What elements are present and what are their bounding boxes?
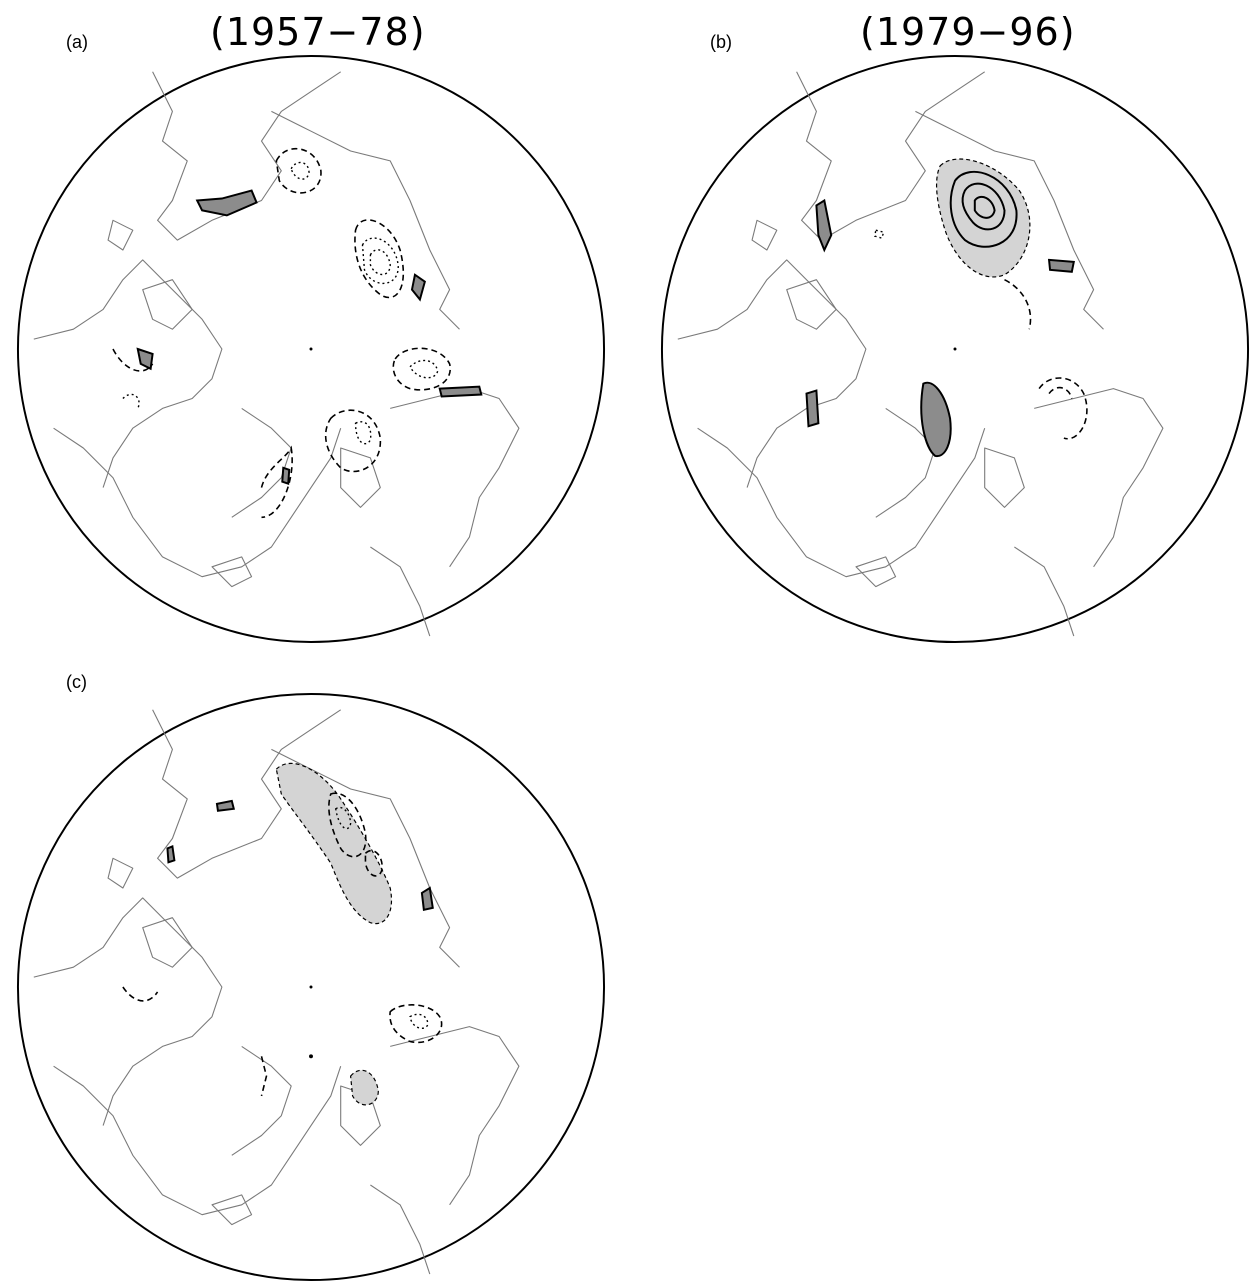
- small-contour-mark: [309, 1054, 313, 1059]
- polar-map-b: [660, 54, 1250, 644]
- polar-map-c: [16, 692, 606, 1282]
- north-pole-marker: [309, 347, 313, 351]
- polar-map-a: [16, 54, 606, 644]
- north-pole-marker: [953, 347, 957, 351]
- coastlines: [33, 709, 520, 1275]
- panel-b-title: (1979−96): [860, 10, 1076, 54]
- north-pole-marker: [309, 985, 313, 989]
- anomaly-contours: [112, 147, 483, 519]
- panel-a-title: (1957−78): [210, 10, 426, 54]
- panel-c-label: (c): [66, 672, 87, 692]
- panel-a-label: (a): [66, 32, 88, 52]
- panel-b-label: (b): [710, 32, 732, 52]
- anomaly-contours: [122, 762, 443, 1106]
- anomaly-contours: [805, 158, 1088, 457]
- coastlines: [677, 71, 1164, 637]
